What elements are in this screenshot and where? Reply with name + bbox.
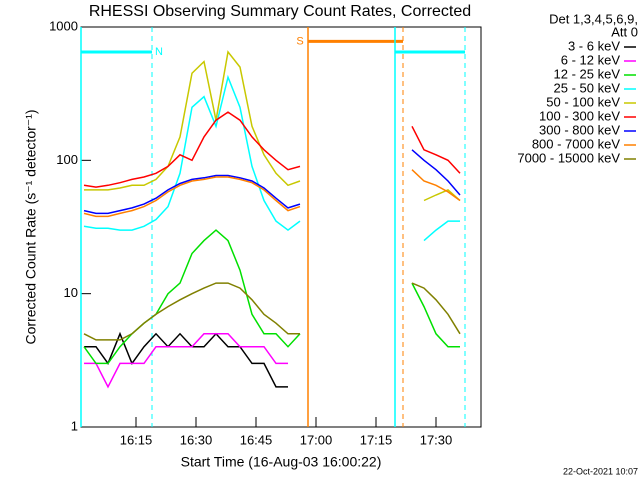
- footer: 22-Oct-2021 10:07: [563, 466, 638, 476]
- x-tick-label: 16:15: [120, 432, 153, 447]
- series-line: [83, 111, 301, 188]
- series-line: [84, 331, 288, 388]
- x-tick-label: 17:30: [420, 432, 453, 447]
- y-tick-label: 1000: [49, 18, 78, 33]
- legend-label: 800 - 7000 keV: [532, 136, 621, 151]
- legend-header: Det 1,3,4,5,6,9,: [549, 11, 638, 26]
- chart-title: RHESSI Observing Summary Count Rates, Co…: [89, 3, 471, 20]
- legend-label: 7000 - 15000 keV: [517, 150, 620, 165]
- y-tick-label: 10: [64, 285, 78, 300]
- series-line: [411, 282, 461, 335]
- flag-label: N: [155, 46, 163, 58]
- y-tick-label: 100: [56, 152, 78, 167]
- legend-label: 12 - 25 keV: [554, 66, 621, 81]
- series-line: [411, 125, 461, 174]
- legend-label: 100 - 300 keV: [539, 108, 620, 123]
- series-line: [411, 149, 461, 196]
- flag-label: S: [296, 35, 303, 47]
- series-line: [423, 189, 461, 202]
- x-tick-label: 16:30: [180, 432, 213, 447]
- x-tick-label: 17:15: [360, 432, 393, 447]
- x-tick-label: 17:00: [300, 432, 333, 447]
- series-line: [83, 74, 301, 232]
- series-line: [411, 169, 461, 202]
- legend-label: 300 - 800 keV: [539, 122, 620, 137]
- series-line: [83, 174, 301, 215]
- series-line: [83, 229, 301, 365]
- y-tick-label: 1: [71, 418, 78, 433]
- legend-label: 50 - 100 keV: [546, 94, 620, 109]
- series-line: [83, 176, 301, 218]
- series-line: [84, 333, 288, 389]
- series-line: [83, 282, 300, 341]
- series-line: [423, 220, 460, 242]
- legend-header: Att 0: [611, 24, 638, 39]
- legend-label: 25 - 50 keV: [554, 80, 621, 95]
- legend-label: 6 - 12 keV: [561, 52, 621, 67]
- series-line: [411, 282, 460, 348]
- series-line: [84, 50, 301, 191]
- x-tick-label: 16:45: [240, 432, 273, 447]
- legend-label: 3 - 6 keV: [568, 38, 620, 53]
- x-axis-label: Start Time (16-Aug-03 16:00:22): [181, 454, 382, 470]
- y-axis-label: Corrected Count Rate (s⁻¹ detector⁻¹): [23, 110, 39, 345]
